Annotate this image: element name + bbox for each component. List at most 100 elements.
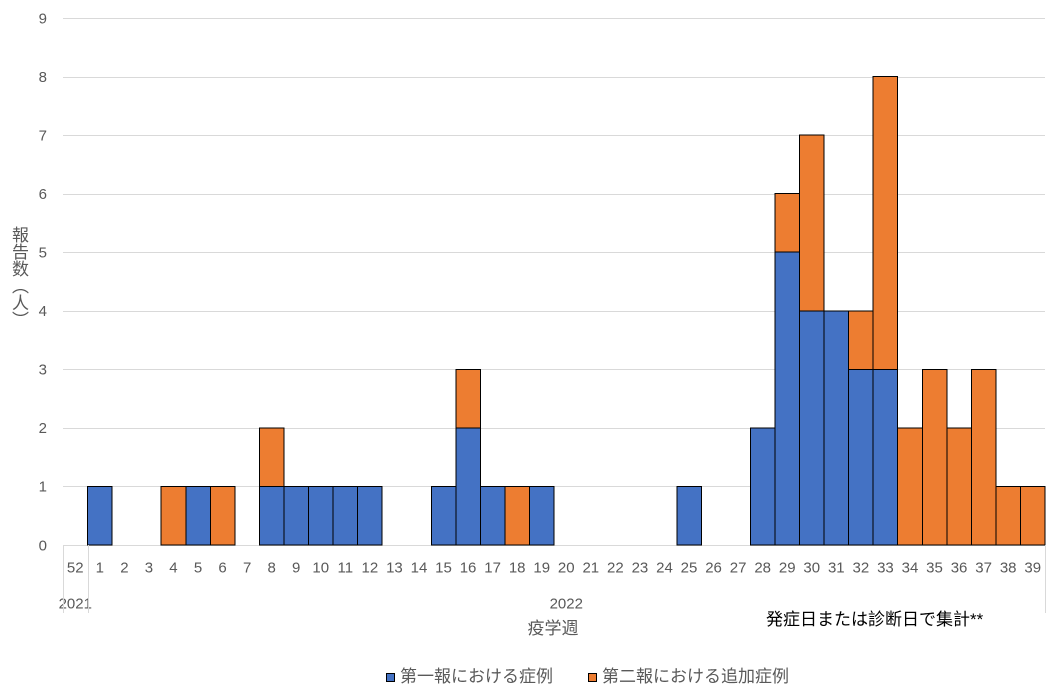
y-axis-ticks: 0 1 2 3 4 5 6 7 8 9 — [39, 10, 47, 554]
bar-additional-cases-week-33 — [872, 76, 899, 370]
x-tick-label: 20 — [558, 559, 575, 576]
x-tick-label: 26 — [705, 559, 722, 576]
x-tick-label: 31 — [828, 559, 845, 576]
x-tick-label: 16 — [460, 559, 477, 576]
x-tick-label: 11 — [338, 559, 354, 576]
bar-first-report-week-19 — [528, 485, 555, 546]
x-tick-label: 23 — [632, 559, 649, 576]
bar-first-report-week-9 — [283, 485, 310, 546]
bar-additional-cases-week-16 — [455, 368, 481, 429]
x-tick-label: 38 — [1000, 559, 1017, 576]
x-tick-label: 14 — [411, 559, 428, 576]
bar-first-report-week-12 — [357, 485, 383, 546]
bar-first-report-week-16 — [455, 427, 481, 546]
bar-first-report-week-11 — [332, 485, 359, 546]
bar-first-report-week-31 — [823, 310, 850, 546]
bar-first-report-week-10 — [308, 485, 334, 546]
bar-additional-cases-week-32 — [848, 310, 874, 370]
x-tick-label: 17 — [484, 559, 501, 576]
x-tick-label: 34 — [902, 559, 919, 576]
legend-swatch-first-report — [386, 672, 395, 682]
x-tick-label: 19 — [533, 559, 550, 576]
y-tick-label: 3 — [39, 362, 47, 379]
x-tick-label: 33 — [877, 559, 894, 576]
x-axis-ticks: 52 1 2 3 4 5 6 7 8 9 10 11 12 13 14 15 16 17 18 19 20 21 22 23 2… — [67, 559, 1041, 576]
x-tick-label: 6 — [218, 559, 226, 576]
bar-additional-cases-week-18 — [504, 485, 530, 546]
y-tick-label: 4 — [39, 303, 47, 320]
bar-additional-cases-week-35 — [921, 368, 948, 546]
bar-first-report-week-5 — [185, 485, 211, 546]
x-tick-label: 12 — [362, 559, 379, 576]
legend: 第一報における症例 第二報における追加症例 — [386, 667, 789, 687]
y-tick-label: 1 — [39, 479, 47, 496]
bar-first-report-week-28 — [749, 427, 776, 546]
x-tick-label: 5 — [194, 559, 202, 576]
x-tick-label: 3 — [145, 559, 153, 576]
year-group-label: 2021 — [59, 595, 92, 612]
x-tick-label: 24 — [656, 559, 673, 576]
x-tick-label: 29 — [779, 559, 796, 576]
bar-first-report-week-32 — [848, 368, 874, 546]
x-tick-label: 22 — [607, 559, 624, 576]
x-tick-label: 39 — [1024, 559, 1041, 576]
bar-first-report-week-17 — [479, 485, 506, 546]
x-tick-label: 7 — [243, 559, 251, 576]
x-tick-label: 10 — [312, 559, 329, 576]
bar-additional-cases-week-37 — [970, 368, 997, 546]
bar-additional-cases-week-4 — [160, 485, 187, 546]
bar-additional-cases-week-29 — [774, 193, 801, 253]
bar-first-report-week-8 — [258, 485, 285, 546]
bar-first-report-week-1 — [87, 485, 113, 546]
legend-label-additional-cases: 第二報における追加症例 — [602, 667, 789, 686]
y-tick-label: 6 — [39, 186, 47, 203]
x-tick-label: 27 — [730, 559, 747, 576]
bar-additional-cases-week-34 — [897, 427, 923, 546]
bars — [87, 76, 1046, 546]
bar-first-report-week-25 — [676, 485, 702, 546]
annotation-text: 発症日または診断日で集計** — [766, 610, 984, 629]
legend-swatch-additional-cases — [588, 672, 597, 682]
x-tick-label: 4 — [169, 559, 177, 576]
x-axis-label: 疫学週 — [527, 619, 579, 638]
y-tick-label: 2 — [39, 420, 47, 437]
y-tick-label: 7 — [39, 127, 47, 144]
legend-item-first-report: 第一報における症例 — [386, 667, 553, 687]
x-tick-label: 52 — [67, 559, 84, 576]
bar-additional-cases-week-8 — [258, 427, 285, 487]
x-tick-label: 28 — [754, 559, 771, 576]
bar-first-report-week-30 — [799, 310, 825, 546]
bar-first-report-week-15 — [430, 485, 457, 546]
x-tick-label: 2 — [120, 559, 128, 576]
y-tick-label: 8 — [39, 69, 47, 86]
bar-additional-cases-week-30 — [799, 134, 825, 312]
x-tick-label: 1 — [96, 559, 104, 576]
x-tick-label: 30 — [803, 559, 820, 576]
bar-additional-cases-week-6 — [209, 485, 236, 546]
year-groups: 2021 2022 — [59, 545, 1046, 613]
y-axis-label: 報告数（人） — [9, 226, 28, 328]
x-tick-label: 21 — [582, 559, 599, 576]
bar-additional-cases-week-39 — [1019, 485, 1046, 546]
bar-additional-cases-week-36 — [946, 427, 972, 546]
y-tick-label: 0 — [39, 537, 47, 554]
x-tick-label: 13 — [386, 559, 403, 576]
bar-first-report-week-33 — [872, 368, 899, 546]
y-tick-label: 5 — [39, 244, 47, 261]
bar-first-report-week-29 — [774, 251, 801, 546]
x-tick-label: 8 — [268, 559, 276, 576]
x-tick-label: 35 — [926, 559, 943, 576]
x-tick-label: 32 — [853, 559, 870, 576]
x-tick-label: 37 — [975, 559, 992, 576]
x-tick-label: 36 — [951, 559, 968, 576]
x-tick-label: 15 — [435, 559, 452, 576]
legend-item-additional-cases: 第二報における追加症例 — [588, 667, 789, 687]
bar-additional-cases-week-38 — [995, 485, 1021, 546]
x-tick-label: 9 — [292, 559, 300, 576]
y-tick-label: 9 — [39, 10, 47, 27]
legend-label-first-report: 第一報における症例 — [400, 667, 553, 686]
x-tick-label: 18 — [509, 559, 526, 576]
year-group-label: 2022 — [550, 595, 583, 612]
